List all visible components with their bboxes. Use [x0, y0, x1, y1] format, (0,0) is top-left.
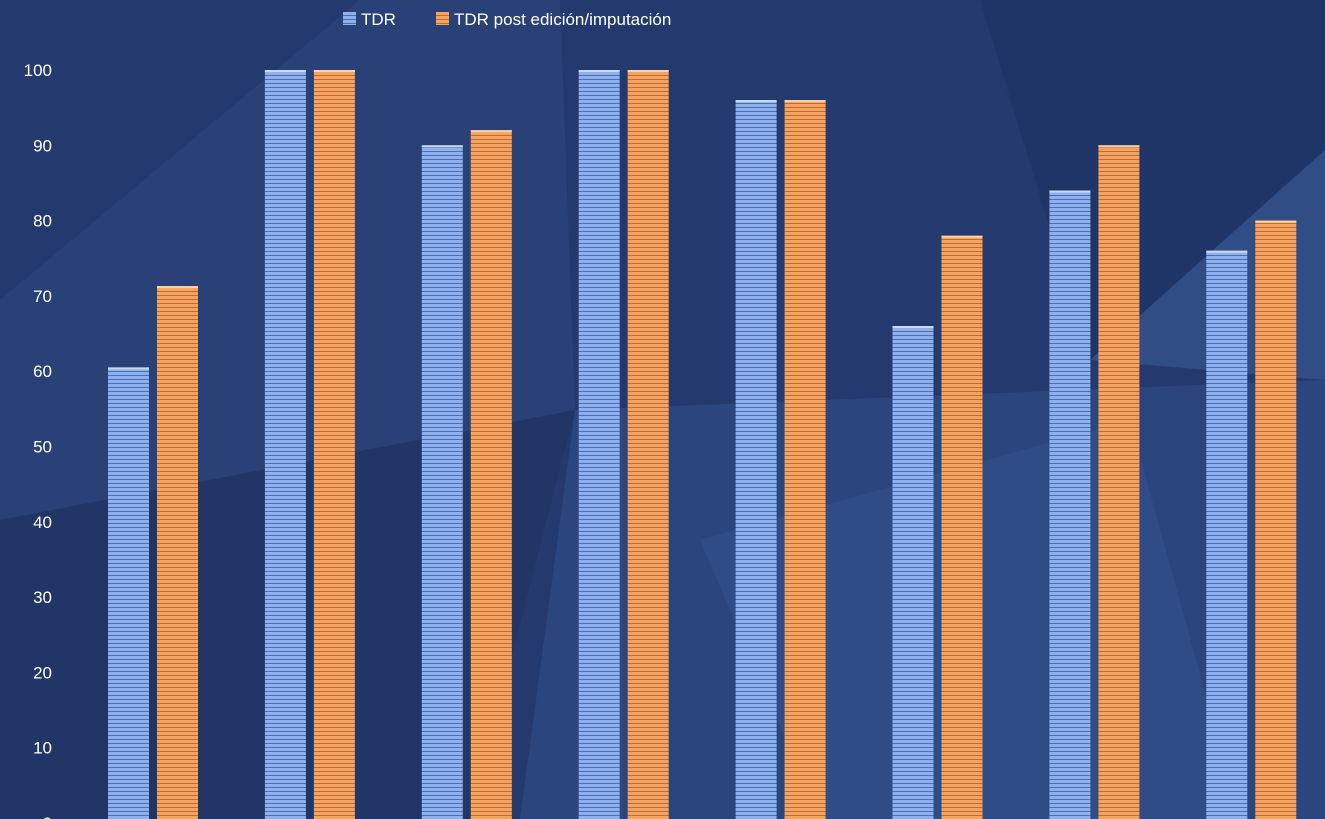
bar-top-edge: [784, 100, 826, 103]
y-tick-label: 20: [33, 663, 52, 682]
y-tick-label: 30: [33, 588, 52, 607]
y-tick-label: 90: [33, 136, 52, 155]
bar-top-edge: [941, 235, 983, 238]
bar-tdr-post-4: [627, 70, 669, 819]
bar-tdr-2: [264, 70, 306, 819]
bar-tdr-1: [108, 367, 149, 819]
legend-swatch-tdr: [343, 12, 356, 25]
bar-tdr-post-5: [784, 100, 826, 819]
bar-top-edge: [157, 286, 198, 289]
bar-top-edge: [578, 70, 620, 72]
y-tick-label: 0: [43, 814, 52, 819]
y-tick-label: 10: [33, 739, 52, 758]
y-tick-label: 40: [33, 513, 52, 532]
bar-tdr-post-8: [1255, 220, 1297, 819]
bar-tdr-7: [1049, 190, 1091, 819]
bar-tdr-post-3: [470, 130, 512, 819]
legend-swatch-tdr-post: [436, 12, 449, 25]
bars: [108, 70, 1297, 819]
bar-top-edge: [421, 145, 463, 148]
bar-tdr-3: [421, 145, 463, 819]
bar-tdr-5: [735, 100, 777, 819]
bar-top-edge: [627, 70, 669, 72]
bar-tdr-8: [1206, 250, 1248, 819]
bar-top-edge: [892, 326, 934, 328]
bar-top-edge: [108, 367, 149, 370]
y-tick-label: 100: [24, 61, 52, 80]
y-tick-label: 70: [33, 287, 52, 306]
bar-tdr-6: [892, 326, 934, 819]
y-tick-label: 50: [33, 438, 52, 457]
y-tick-label: 60: [33, 362, 52, 381]
bar-top-edge: [735, 100, 777, 103]
bar-tdr-4: [578, 70, 620, 819]
bar-top-edge: [470, 130, 512, 133]
legend-label-tdr-post: TDR post edición/imputación: [454, 10, 671, 29]
bar-top-edge: [1098, 145, 1140, 148]
y-tick-label: 80: [33, 212, 52, 231]
legend: TDR TDR post edición/imputación: [343, 10, 671, 29]
bar-tdr-post-2: [313, 70, 355, 819]
bar-top-edge: [1049, 190, 1091, 193]
bar-tdr-post-1: [157, 286, 198, 819]
bar-top-edge: [264, 70, 306, 72]
bar-top-edge: [313, 70, 355, 72]
legend-label-tdr: TDR: [361, 10, 396, 29]
bar-tdr-post-6: [941, 235, 983, 819]
y-axis: 0 10 20 30 40 50 60 70 80 90 100: [24, 61, 52, 819]
bar-tdr-post-7: [1098, 145, 1140, 819]
legend-item-tdr-post: TDR post edición/imputación: [436, 10, 671, 29]
bar-top-edge: [1206, 250, 1248, 253]
bar-top-edge: [1255, 220, 1297, 223]
legend-item-tdr: TDR: [343, 10, 396, 29]
